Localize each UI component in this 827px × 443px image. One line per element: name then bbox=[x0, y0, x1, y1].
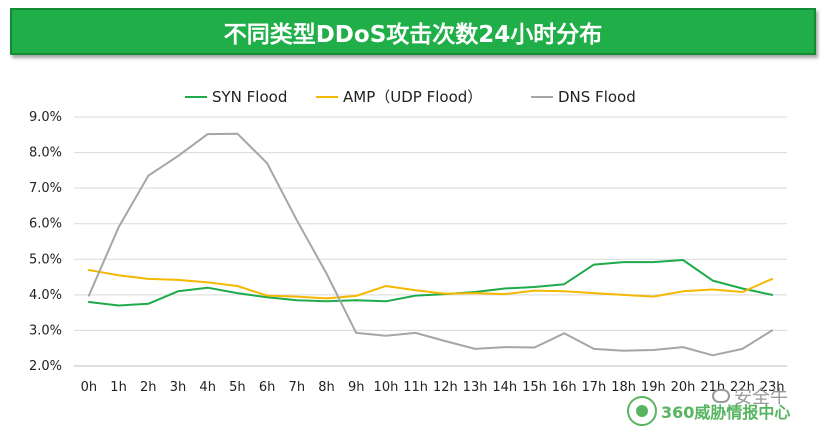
x-tick-label: 5h bbox=[229, 380, 246, 395]
org-watermark-text: 360威胁情报中心 bbox=[661, 403, 791, 422]
x-tick-label: 6h bbox=[259, 380, 276, 395]
x-tick-label: 12h bbox=[433, 380, 458, 395]
legend-label: AMP（UDP Flood） bbox=[343, 88, 482, 106]
series-line-2 bbox=[87, 132, 774, 357]
legend: SYN Flood AMP（UDP Flood） DNS Flood bbox=[185, 88, 636, 106]
wechat-icon bbox=[712, 389, 730, 403]
x-tick-label: 2h bbox=[140, 380, 157, 395]
x-tick-label: 19h bbox=[641, 380, 666, 395]
x-tick-label: 13h bbox=[463, 380, 488, 395]
x-tick-label: 14h bbox=[492, 380, 517, 395]
x-tick-label: 23h bbox=[760, 380, 785, 395]
y-tick-label: 2.0% bbox=[29, 359, 62, 374]
org-logo-icon bbox=[627, 396, 657, 426]
wechat-watermark-text: 安全牛 bbox=[734, 387, 788, 408]
y-tick-label: 8.0% bbox=[29, 146, 62, 161]
series-line-0 bbox=[87, 259, 774, 307]
chart-title-banner: 不同类型DDoS攻击次数24小时分布 bbox=[10, 8, 816, 55]
y-tick-label: 5.0% bbox=[29, 252, 62, 267]
x-tick-label: 15h bbox=[522, 380, 547, 395]
x-tick-label: 9h bbox=[348, 380, 365, 395]
x-tick-label: 17h bbox=[582, 380, 607, 395]
org-watermark: 360威胁情报中心 bbox=[627, 396, 790, 426]
x-tick-label: 20h bbox=[671, 380, 696, 395]
x-tick-label: 18h bbox=[611, 380, 636, 395]
series-lines bbox=[87, 132, 774, 357]
x-tick-label: 1h bbox=[110, 380, 127, 395]
x-tick-label: 10h bbox=[374, 380, 399, 395]
x-tick-label: 22h bbox=[730, 380, 755, 395]
y-axis: 2.0% 3.0% 4.0% 5.0% 6.0% 7.0% 8.0% 9.0% bbox=[29, 110, 62, 374]
y-tick-label: 4.0% bbox=[29, 288, 62, 303]
chart-title: 不同类型DDoS攻击次数24小时分布 bbox=[223, 21, 603, 48]
x-tick-label: 8h bbox=[318, 380, 335, 395]
legend-label: SYN Flood bbox=[212, 88, 287, 106]
x-tick-label: 16h bbox=[552, 380, 577, 395]
y-tick-label: 3.0% bbox=[29, 323, 62, 338]
x-tick-label: 11h bbox=[403, 380, 428, 395]
y-tick-label: 7.0% bbox=[29, 181, 62, 196]
wechat-watermark: 安全牛 bbox=[712, 383, 788, 409]
y-tick-label: 6.0% bbox=[29, 217, 62, 232]
x-tick-label: 0h bbox=[81, 380, 98, 395]
y-tick-label: 9.0% bbox=[29, 110, 62, 125]
x-tick-label: 3h bbox=[170, 380, 187, 395]
legend-label: DNS Flood bbox=[558, 88, 636, 106]
x-tick-label: 4h bbox=[199, 380, 216, 395]
x-axis: 0h 1h 2h 3h 4h 5h 6h 7h 8h 9h 10h 11h 12h 13h 14h 15h 16… bbox=[81, 380, 785, 395]
x-tick-label: 7h bbox=[289, 380, 306, 395]
series-line-1 bbox=[87, 269, 774, 300]
